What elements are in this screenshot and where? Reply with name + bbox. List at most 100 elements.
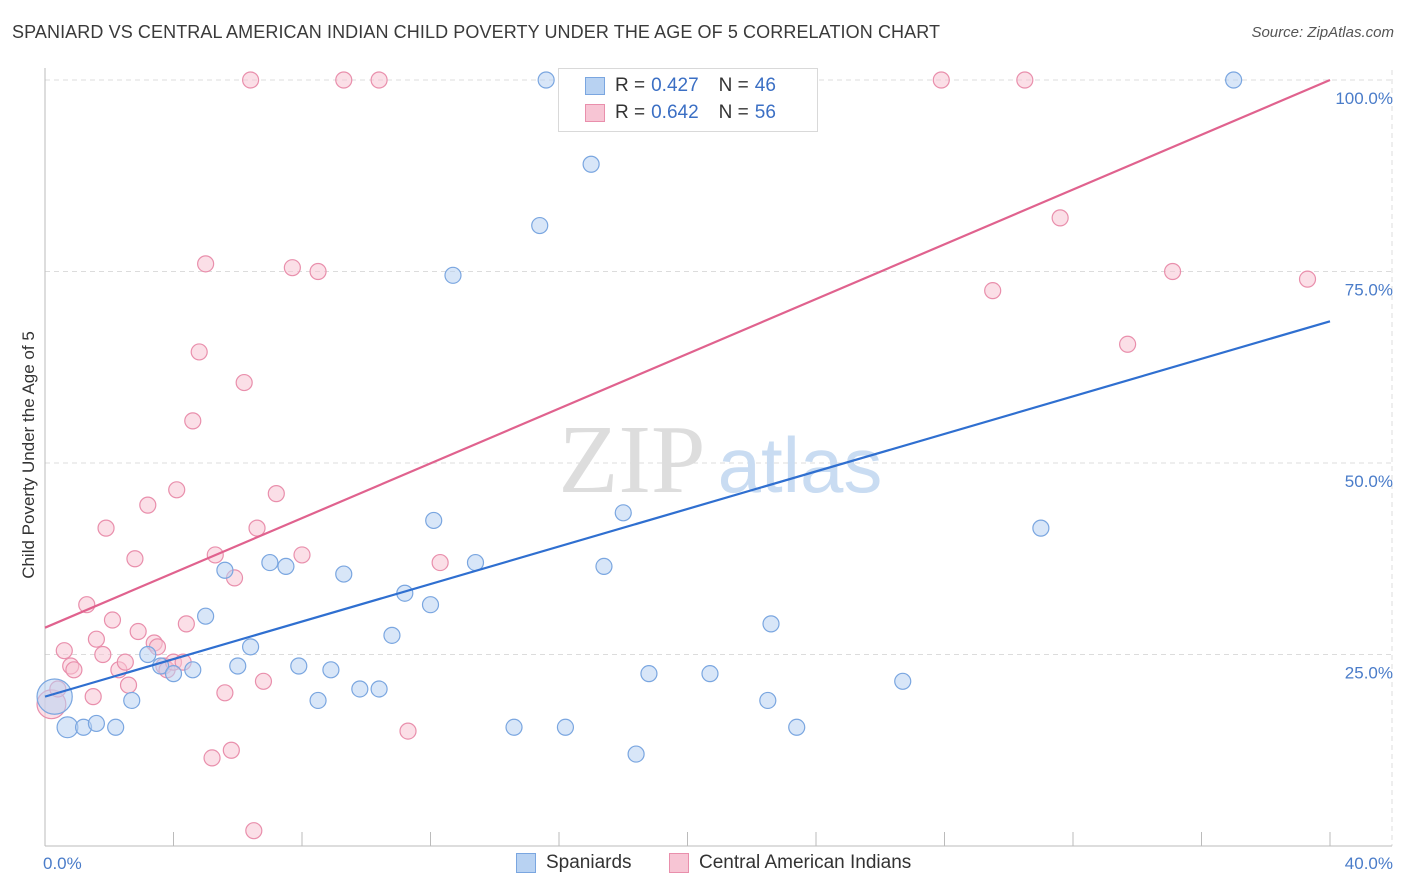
spaniards-point xyxy=(184,661,202,679)
spaniards-point xyxy=(261,553,279,572)
central-american-indians-point xyxy=(1298,270,1317,288)
legend-r-value: 0.427 xyxy=(651,75,699,96)
central-american-indians-point xyxy=(203,749,221,767)
spaniards-point xyxy=(627,745,645,763)
central-american-indians-point xyxy=(293,546,311,564)
spaniards-point xyxy=(701,665,719,683)
central-american-indians-point xyxy=(431,553,449,572)
central-american-indians-point xyxy=(984,282,1002,300)
central-american-indians-trendline xyxy=(44,78,1331,629)
spaniards-point xyxy=(762,615,780,633)
spaniards-point xyxy=(56,716,79,739)
trendlines xyxy=(44,78,1331,698)
central-american-indians-point xyxy=(55,642,73,660)
spaniards-point xyxy=(425,511,443,530)
spaniards-point xyxy=(351,680,369,698)
spaniards-point xyxy=(531,216,549,235)
central-american-indians-point xyxy=(139,496,157,514)
central-american-indians-point xyxy=(370,71,388,89)
central-american-indians-point xyxy=(245,822,263,840)
spaniards-point xyxy=(788,718,806,736)
central-american-indians-point xyxy=(242,71,260,89)
spaniards-point xyxy=(197,607,215,625)
spaniards-point xyxy=(229,657,247,675)
legend-r-label: R = xyxy=(615,75,646,96)
spaniards-point xyxy=(242,638,260,656)
central-american-indians-point xyxy=(399,722,417,740)
spaniards-point xyxy=(759,691,777,710)
central-american-indians-point xyxy=(126,550,144,568)
watermark-atlas: atlas xyxy=(718,421,883,509)
chart-title: SPANIARD VS CENTRAL AMERICAN INDIAN CHIL… xyxy=(12,22,941,42)
y-axis-label: Child Poverty Under the Age of 5 xyxy=(19,331,38,579)
spaniards-points xyxy=(36,71,1243,763)
spaniards-point xyxy=(894,672,912,690)
central-american-indians-point xyxy=(116,653,134,671)
spaniards-point xyxy=(123,691,141,710)
central-american-indians-point xyxy=(1016,71,1034,89)
spaniards-point xyxy=(164,665,183,683)
x-tick-label: 40.0% xyxy=(1345,854,1393,873)
spaniards-point xyxy=(444,266,462,284)
central-american-indians-point xyxy=(267,485,285,503)
spaniards-point xyxy=(335,565,353,583)
central-american-indians-point xyxy=(65,661,83,679)
spaniards-point xyxy=(107,718,125,736)
y-tick-label: 75.0% xyxy=(1345,281,1393,300)
legend-swatch-blue xyxy=(585,77,605,95)
y-tick-label: 100.0% xyxy=(1335,89,1393,108)
legend-swatch-spaniards xyxy=(516,853,536,873)
central-american-indians-point xyxy=(119,676,138,694)
watermark-zip: ZIP xyxy=(559,406,706,514)
central-american-indians-point xyxy=(254,672,273,690)
legend-item-central-american-indians[interactable]: Central American Indians xyxy=(669,852,911,874)
legend-label-spaniards: Spaniards xyxy=(546,852,632,873)
spaniards-point xyxy=(87,714,106,733)
central-american-indians-point xyxy=(184,412,202,430)
central-american-indians-point xyxy=(248,519,266,537)
spaniards-point xyxy=(421,596,440,614)
central-american-indians-point xyxy=(216,684,234,702)
spaniards-point xyxy=(139,645,157,664)
legend-item-spaniards[interactable]: Spaniards xyxy=(516,852,632,874)
central-american-indians-point xyxy=(235,373,253,392)
central-american-indians-point xyxy=(309,262,327,281)
y-tick-label: 50.0% xyxy=(1345,472,1393,491)
spaniards-trendline xyxy=(44,320,1331,698)
central-american-indians-point xyxy=(1119,335,1137,353)
central-american-indians-point xyxy=(97,519,115,537)
legend-r-label: R = xyxy=(615,102,646,123)
source-label: Source: ZipAtlas.com xyxy=(1251,24,1394,41)
spaniards-point xyxy=(614,504,632,522)
legend-swatch-pink xyxy=(585,104,605,122)
spaniards-point xyxy=(216,561,234,579)
spaniards-point xyxy=(322,661,340,679)
legend-n-value: 56 xyxy=(754,102,776,123)
spaniards-point xyxy=(383,626,401,644)
legend-row-spaniards: R = 0.427 N = 46 xyxy=(585,74,776,98)
central-american-indians-point xyxy=(87,630,106,648)
spaniards-point xyxy=(290,657,308,675)
x-tick-label: 0.0% xyxy=(43,854,82,873)
central-american-indians-point xyxy=(222,741,240,759)
central-american-indians-point xyxy=(94,645,112,664)
correlation-legend: R = 0.427 N = 46 R = 0.642 N = 56 xyxy=(558,68,818,132)
central-american-indians-point xyxy=(197,255,215,273)
legend-label-central-american-indians: Central American Indians xyxy=(699,852,912,873)
y-tick-label: 25.0% xyxy=(1345,664,1393,683)
spaniards-point xyxy=(309,691,327,710)
spaniards-point xyxy=(582,155,600,173)
central-american-indians-point xyxy=(177,615,195,633)
central-american-indians-point xyxy=(168,481,186,499)
central-american-indians-point xyxy=(1051,209,1069,227)
legend-r-value: 0.642 xyxy=(651,102,699,123)
legend-swatch-central-american-indians xyxy=(669,853,689,873)
spaniards-point xyxy=(640,665,658,683)
spaniards-point xyxy=(595,557,613,576)
spaniards-point xyxy=(370,680,388,698)
spaniards-point xyxy=(505,718,523,736)
central-american-indians-point xyxy=(190,343,208,361)
legend-n-label: N = xyxy=(718,102,749,123)
central-american-indians-point xyxy=(84,688,102,706)
